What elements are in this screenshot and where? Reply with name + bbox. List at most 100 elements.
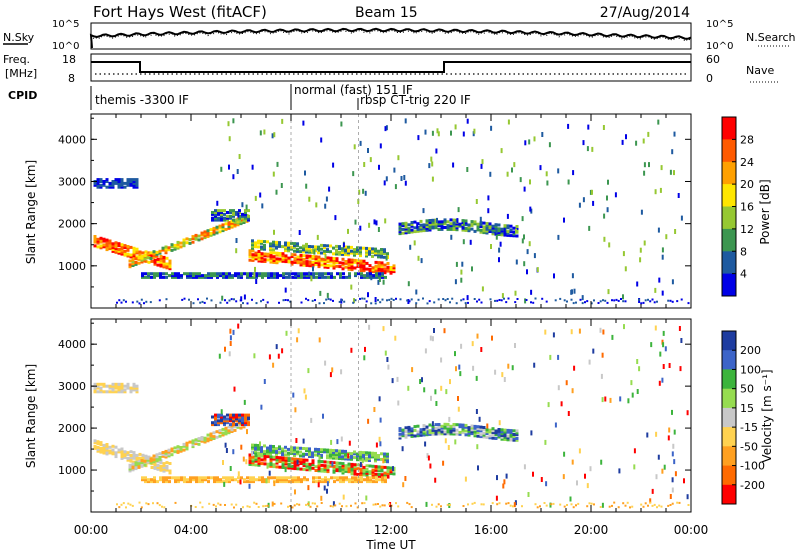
heatmap-cell (658, 504, 661, 507)
heatmap-cell (446, 503, 449, 506)
heatmap-cell (156, 259, 160, 263)
heatmap-cell (117, 181, 121, 185)
heatmap-cell (266, 252, 270, 256)
heatmap-cell (231, 478, 234, 482)
heatmap-cell (111, 452, 115, 456)
heatmap-cell (353, 456, 356, 460)
heatmap-cell (342, 272, 345, 276)
heatmap-cell (368, 470, 372, 474)
heatmap-cell (386, 466, 390, 470)
heatmap-cell (678, 326, 681, 331)
heatmap-cell (341, 455, 344, 459)
heatmap-cell (216, 478, 219, 482)
heatmap-cell (552, 502, 555, 505)
heatmap-cell (260, 448, 263, 451)
heatmap-cell (554, 422, 557, 428)
heatmap-cell (220, 209, 223, 213)
heatmap-cell (495, 228, 498, 234)
heatmap-cell (302, 467, 306, 471)
heatmap-cell (643, 240, 646, 246)
heatmap-cell (488, 430, 492, 434)
heatmap-cell (368, 455, 371, 459)
heatmap-cell (304, 170, 306, 176)
heatmap-cell (105, 448, 109, 452)
heatmap-cell (314, 449, 317, 453)
heatmap-cell (368, 459, 371, 462)
heatmap-cell (380, 251, 383, 255)
heatmap-cell (378, 478, 381, 482)
heatmap-cell (182, 442, 186, 446)
heatmap-cell (649, 498, 652, 504)
heatmap-cell (611, 504, 613, 507)
heatmap-cell (215, 225, 219, 229)
heatmap-cell (491, 224, 495, 228)
heatmap-cell (232, 449, 235, 455)
heatmap-cell (347, 247, 350, 251)
heatmap-cell (671, 279, 674, 285)
heatmap-cell (550, 503, 553, 506)
heatmap-cell (359, 456, 362, 460)
heatmap-cell (344, 466, 348, 470)
heatmap-cell (93, 441, 97, 445)
heatmap-cell (329, 256, 333, 260)
heatmap-cell (120, 384, 124, 388)
heatmap-cell (164, 449, 168, 453)
heatmap-cell (96, 390, 100, 394)
heatmap-cell (281, 447, 284, 451)
heatmap-cell (660, 505, 663, 508)
heatmap-cell (633, 464, 636, 470)
heatmap-cell (237, 275, 240, 279)
heatmap-cell (497, 229, 501, 233)
heatmap-cell (615, 298, 618, 301)
heatmap-cell (380, 263, 384, 267)
heatmap-cell (156, 274, 159, 278)
heatmap-cell (446, 430, 450, 434)
heatmap-cell (365, 267, 369, 271)
heatmap-cell (237, 212, 240, 218)
colorbar-swatch (722, 331, 736, 351)
heatmap-cell (480, 347, 483, 352)
heatmap-cell (272, 260, 276, 264)
heatmap-cell (452, 432, 456, 436)
heatmap-cell (162, 478, 165, 482)
heatmap-cell (680, 298, 683, 301)
heatmap-cell (257, 447, 260, 451)
heatmap-cell (257, 454, 261, 458)
heatmap-cell (490, 244, 492, 249)
heatmap-cell (329, 505, 332, 508)
heatmap-cell (162, 469, 166, 473)
heatmap-cell (308, 256, 312, 260)
heatmap-cell (167, 454, 171, 458)
heatmap-cell (567, 179, 570, 185)
heatmap-cell (623, 324, 625, 330)
heatmap-cell (147, 480, 150, 484)
heatmap-cell (220, 419, 223, 423)
heatmap-cell (111, 386, 115, 390)
heatmap-cell (495, 495, 498, 501)
heatmap-cell (287, 260, 291, 264)
heatmap-cell (437, 503, 440, 506)
heatmap-cell (353, 452, 356, 456)
heatmap-cell (396, 376, 399, 382)
heatmap-cell (218, 429, 222, 432)
heatmap-cell (284, 299, 287, 301)
noise-panel: N.Sky 10^5 10^0 10^5 10^0 N.Search (3, 19, 796, 52)
heatmap-cell (197, 238, 201, 242)
heatmap-cell (326, 488, 328, 494)
heatmap-cell (260, 300, 262, 303)
heatmap-cell (586, 505, 589, 508)
heatmap-cell (214, 415, 217, 419)
heatmap-cell (244, 212, 247, 216)
heatmap-cell (159, 478, 162, 482)
heatmap-cell (382, 458, 385, 464)
heatmap-cell (362, 451, 365, 455)
heatmap-cell (137, 256, 141, 259)
heatmap-cell (126, 252, 130, 256)
heatmap-cell (263, 452, 266, 455)
heatmap-cell (183, 297, 186, 300)
heatmap-cell (352, 301, 355, 304)
heatmap-cell (237, 274, 240, 278)
heatmap-cell (150, 275, 153, 279)
heatmap-cell (570, 298, 573, 301)
heatmap-cell (407, 229, 411, 232)
